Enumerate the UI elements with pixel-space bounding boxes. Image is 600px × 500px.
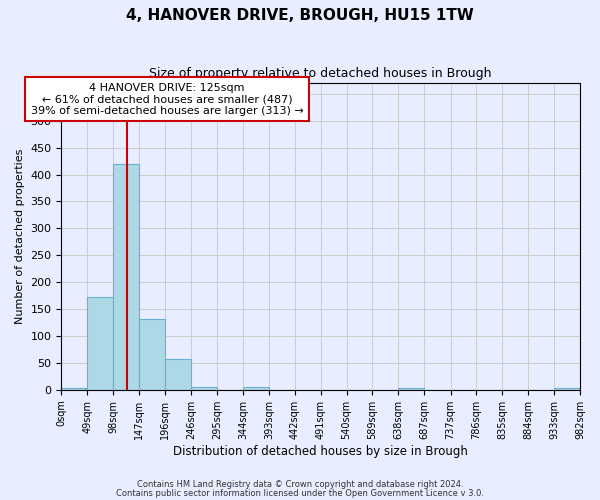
Text: Contains public sector information licensed under the Open Government Licence v : Contains public sector information licen… (116, 488, 484, 498)
Bar (243, 387, 269, 390)
Y-axis label: Number of detached properties: Number of detached properties (15, 149, 25, 324)
Bar (61, 388, 87, 390)
Text: Contains HM Land Registry data © Crown copyright and database right 2024.: Contains HM Land Registry data © Crown c… (137, 480, 463, 489)
Bar (191, 387, 217, 390)
Bar (554, 388, 580, 390)
Bar (113, 164, 139, 390)
Text: 4 HANOVER DRIVE: 125sqm
← 61% of detached houses are smaller (487)
39% of semi-d: 4 HANOVER DRIVE: 125sqm ← 61% of detache… (31, 82, 304, 116)
Text: 4, HANOVER DRIVE, BROUGH, HU15 1TW: 4, HANOVER DRIVE, BROUGH, HU15 1TW (126, 8, 474, 22)
X-axis label: Distribution of detached houses by size in Brough: Distribution of detached houses by size … (173, 444, 468, 458)
Bar (87, 298, 113, 390)
Bar (165, 359, 191, 390)
Bar (139, 319, 165, 390)
Bar (398, 388, 424, 390)
Title: Size of property relative to detached houses in Brough: Size of property relative to detached ho… (149, 68, 492, 80)
